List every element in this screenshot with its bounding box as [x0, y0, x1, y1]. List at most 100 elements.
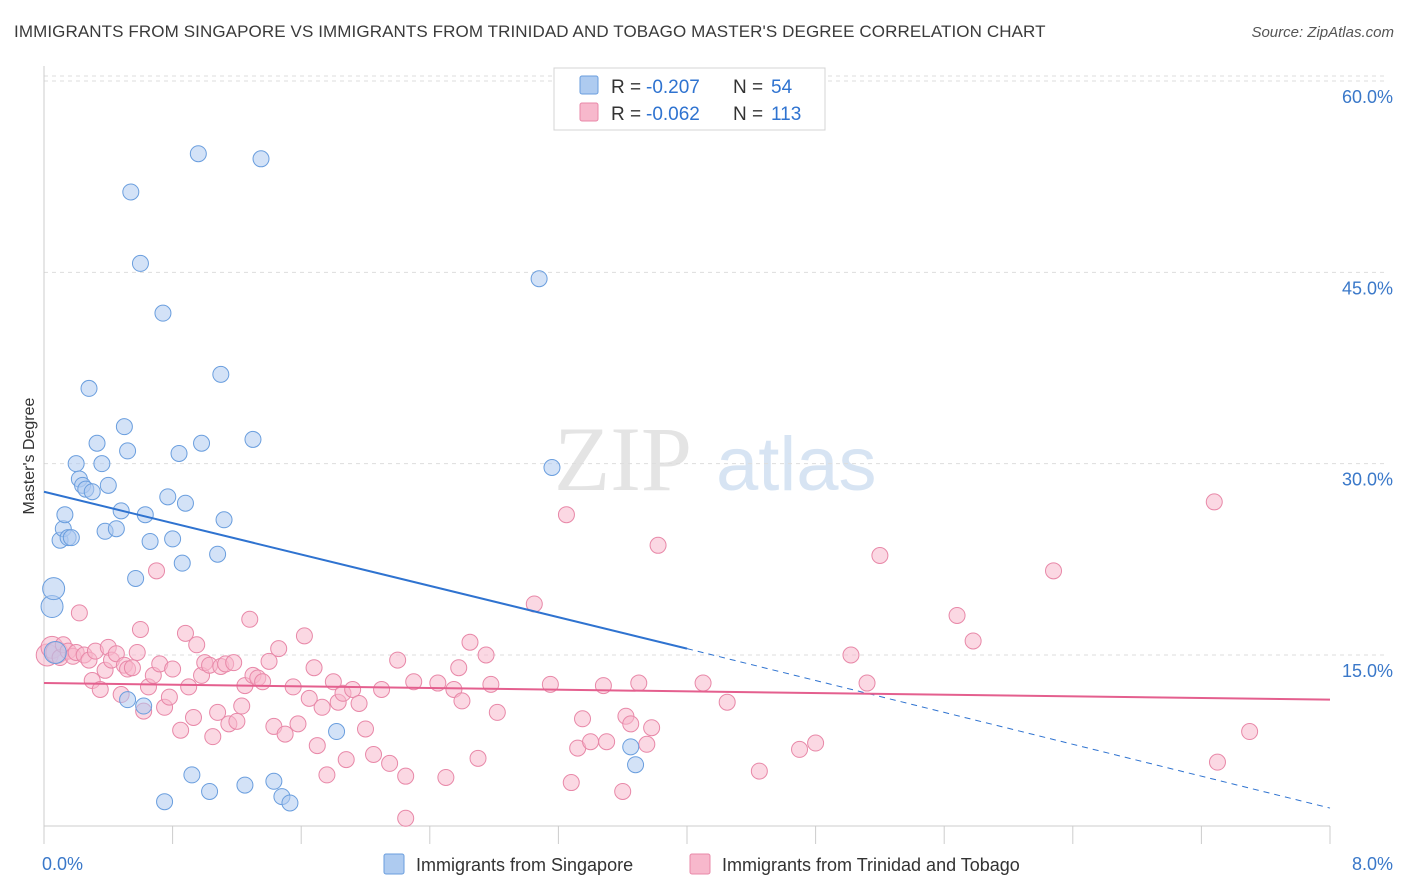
trinidad-point — [188, 636, 206, 654]
singapore-point — [170, 444, 188, 462]
legend-n-value-2: 113 — [771, 104, 801, 125]
singapore-point — [173, 554, 191, 572]
trinidad-point — [123, 659, 141, 677]
trinidad-point — [225, 654, 243, 672]
trinidad-point — [791, 740, 809, 758]
bottom-legend-swatch-trinidad — [689, 853, 711, 875]
trinidad-point — [180, 678, 198, 696]
singapore-point — [115, 418, 133, 436]
trinidad-point — [350, 694, 368, 712]
singapore-trend-line — [43, 490, 688, 650]
trinidad-point — [337, 751, 355, 769]
trinidad-point — [228, 712, 246, 730]
trinidad-point — [176, 624, 194, 642]
singapore-point — [164, 530, 182, 548]
singapore-point — [159, 488, 177, 506]
axes — [43, 66, 1331, 844]
trinidad-point — [562, 774, 580, 792]
trinidad-point — [381, 754, 399, 772]
trinidad-point — [305, 659, 323, 677]
trinidad-point — [313, 698, 331, 716]
y-tick-label-0: 15.0% — [1342, 661, 1393, 681]
trinidad-point — [964, 632, 982, 650]
series-legend: Immigrants from Singapore Immigrants fro… — [383, 853, 1020, 875]
singapore-point — [209, 545, 227, 563]
trinidad-point — [397, 767, 415, 785]
series-singapore-points — [40, 145, 645, 812]
trinidad-point — [598, 733, 616, 751]
y-tick-label-3: 60.0% — [1342, 87, 1393, 107]
trinidad-point — [582, 733, 600, 751]
grid-lines — [44, 75, 1385, 656]
trinidad-point — [204, 728, 222, 746]
trinidad-point — [91, 680, 109, 698]
trinidad-point — [276, 725, 294, 743]
trinidad-point — [295, 627, 313, 645]
singapore-point — [93, 455, 111, 473]
trinidad-point — [842, 646, 860, 664]
trinidad-point — [148, 562, 166, 580]
trinidad-point — [574, 710, 592, 728]
singapore-point — [88, 434, 106, 452]
x-tick-label-max: 8.0% — [1352, 854, 1393, 874]
trinidad-point — [469, 749, 487, 767]
trinidad-point — [70, 604, 88, 622]
trinidad-point — [622, 715, 640, 733]
trinidad-point — [948, 606, 966, 624]
singapore-point — [42, 577, 66, 601]
singapore-point — [99, 476, 117, 494]
trinidad-point — [260, 652, 278, 670]
trinidad-point — [541, 675, 559, 693]
singapore-point — [62, 529, 80, 547]
trinidad-point — [405, 673, 423, 691]
singapore-point — [212, 365, 230, 383]
trinidad-point — [649, 536, 667, 554]
singapore-point — [176, 494, 194, 512]
legend-swatch-trinidad — [579, 102, 599, 122]
trinidad-point — [254, 673, 272, 691]
trinidad-point — [270, 640, 288, 658]
trinidad-point — [488, 703, 506, 721]
trinidad-point — [461, 633, 479, 651]
trinidad-point — [318, 766, 336, 784]
trinidad-point — [300, 689, 318, 707]
correlation-legend: R = -0.207 N = 54 R = -0.062 N = 113 — [553, 67, 826, 131]
bottom-legend-label-trinidad: Immigrants from Trinidad and Tobago — [722, 855, 1020, 875]
singapore-point — [543, 458, 561, 476]
y-tick-label-1: 30.0% — [1342, 470, 1393, 490]
singapore-point — [56, 506, 74, 524]
singapore-point — [127, 569, 145, 587]
singapore-point — [622, 738, 640, 756]
singapore-point — [67, 455, 85, 473]
trinidad-point — [1208, 753, 1226, 771]
legend-r-value-1: -0.207 — [646, 77, 700, 98]
trinidad-point — [477, 646, 495, 664]
y-axis-label: Master's Degree — [21, 397, 38, 514]
trinidad-point — [694, 674, 712, 692]
trinidad-point — [164, 660, 182, 678]
singapore-point — [119, 691, 137, 709]
trinidad-point — [858, 674, 876, 692]
trinidad-point — [630, 674, 648, 692]
singapore-point — [131, 254, 149, 272]
singapore-point — [193, 434, 211, 452]
series-trinidad-points — [35, 493, 1259, 827]
trinidad-point — [1045, 562, 1063, 580]
trinidad-point — [807, 734, 825, 752]
trinidad-point — [184, 709, 202, 727]
legend-r-value-2: -0.062 — [646, 104, 700, 125]
trend-lines — [43, 490, 1331, 809]
trinidad-point — [373, 680, 391, 698]
trinidad-point — [638, 735, 656, 753]
trinidad-point — [308, 737, 326, 755]
trinidad-point — [172, 721, 190, 739]
singapore-point — [189, 145, 207, 163]
y-tick-label-2: 45.0% — [1342, 278, 1393, 298]
trinidad-point — [1205, 493, 1223, 511]
trinidad-point — [389, 651, 407, 669]
trinidad-point — [429, 674, 447, 692]
trinidad-point — [128, 643, 146, 661]
singapore-point — [154, 304, 172, 322]
bottom-legend-label-singapore: Immigrants from Singapore — [416, 855, 633, 875]
